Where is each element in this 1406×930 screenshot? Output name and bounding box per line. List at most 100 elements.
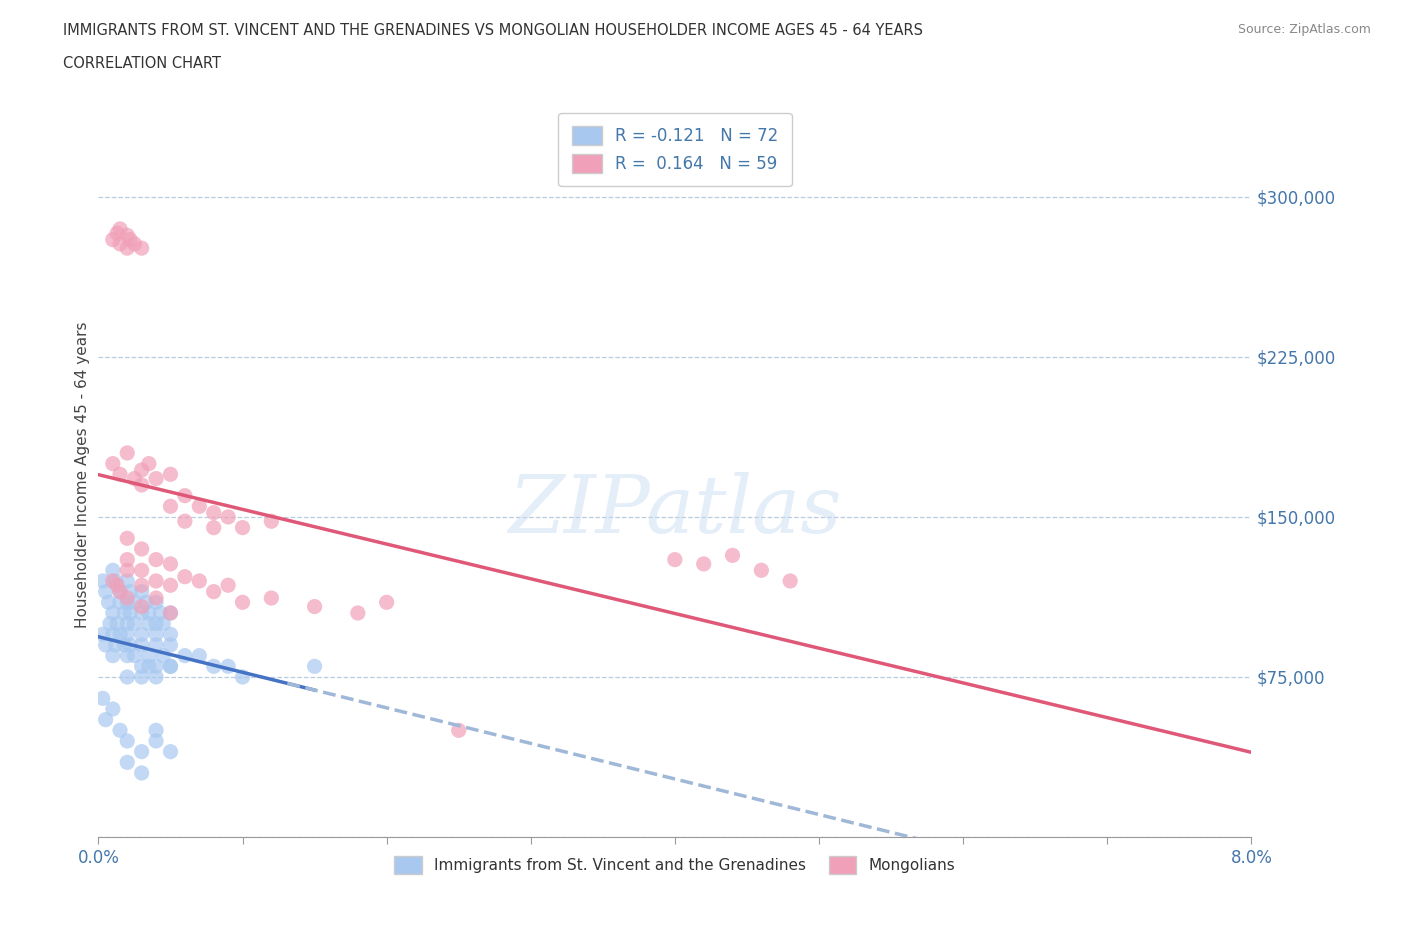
Point <box>117 445 139 460</box>
Point <box>117 563 139 578</box>
Point <box>131 241 153 256</box>
Point <box>101 563 124 578</box>
Point <box>131 744 153 759</box>
Point <box>721 548 744 563</box>
Point <box>188 648 211 663</box>
Point <box>104 574 127 589</box>
Point <box>447 723 470 737</box>
Y-axis label: Householder Income Ages 45 - 64 years: Householder Income Ages 45 - 64 years <box>75 321 90 628</box>
Point <box>145 627 167 642</box>
Point <box>124 236 146 251</box>
Point <box>131 584 153 599</box>
Point <box>97 595 120 610</box>
Point <box>101 701 124 716</box>
Point <box>664 552 686 567</box>
Point <box>188 574 211 589</box>
Point <box>101 627 124 642</box>
Point <box>159 556 181 571</box>
Point <box>138 617 160 631</box>
Point <box>112 605 135 620</box>
Point <box>108 221 131 236</box>
Point <box>101 648 124 663</box>
Point <box>108 584 131 599</box>
Point <box>304 599 326 614</box>
Point <box>202 584 225 599</box>
Text: IMMIGRANTS FROM ST. VINCENT AND THE GRENADINES VS MONGOLIAN HOUSEHOLDER INCOME A: IMMIGRANTS FROM ST. VINCENT AND THE GREN… <box>63 23 924 38</box>
Point <box>188 498 211 513</box>
Text: ZIPatlas: ZIPatlas <box>508 472 842 550</box>
Point <box>124 595 146 610</box>
Point <box>159 658 181 673</box>
Point <box>138 605 160 620</box>
Point <box>145 734 167 749</box>
Text: CORRELATION CHART: CORRELATION CHART <box>63 56 221 71</box>
Point <box>174 488 197 503</box>
Point <box>117 228 139 243</box>
Point <box>145 595 167 610</box>
Point <box>124 472 146 486</box>
Point <box>138 648 160 663</box>
Point <box>202 520 225 535</box>
Point <box>145 723 167 737</box>
Point <box>217 578 239 592</box>
Point <box>174 569 197 584</box>
Point <box>217 658 239 673</box>
Point <box>104 638 127 653</box>
Point <box>94 638 117 653</box>
Point <box>120 232 142 247</box>
Point <box>120 584 142 599</box>
Point <box>117 531 139 546</box>
Point <box>231 520 254 535</box>
Point <box>174 648 197 663</box>
Point <box>108 595 131 610</box>
Point <box>152 648 174 663</box>
Point <box>145 552 167 567</box>
Point <box>159 638 181 653</box>
Point <box>131 578 153 592</box>
Point <box>135 595 157 610</box>
Point <box>117 755 139 770</box>
Point <box>159 498 181 513</box>
Point <box>693 556 716 571</box>
Point <box>105 578 128 592</box>
Point <box>131 563 153 578</box>
Point <box>131 658 153 673</box>
Point <box>304 658 326 673</box>
Point <box>131 670 153 684</box>
Point <box>131 605 153 620</box>
Point <box>105 617 128 631</box>
Point <box>117 627 139 642</box>
Point <box>152 617 174 631</box>
Point <box>112 638 135 653</box>
Text: Source: ZipAtlas.com: Source: ZipAtlas.com <box>1237 23 1371 36</box>
Point <box>159 578 181 592</box>
Point <box>108 627 131 642</box>
Point <box>138 658 160 673</box>
Point <box>117 241 139 256</box>
Point <box>145 617 167 631</box>
Point <box>159 605 181 620</box>
Point <box>108 723 131 737</box>
Point <box>159 627 181 642</box>
Point <box>217 510 239 525</box>
Point <box>260 513 283 528</box>
Point <box>108 236 131 251</box>
Point <box>117 595 139 610</box>
Point <box>117 670 139 684</box>
Point <box>145 670 167 684</box>
Point <box>131 599 153 614</box>
Point <box>117 617 139 631</box>
Point <box>138 457 160 472</box>
Point <box>131 638 153 653</box>
Point <box>117 552 139 567</box>
Point <box>124 648 146 663</box>
Point <box>174 513 197 528</box>
Legend: Immigrants from St. Vincent and the Grenadines, Mongolians: Immigrants from St. Vincent and the Gren… <box>388 850 962 880</box>
Point <box>117 591 139 605</box>
Point <box>159 744 181 759</box>
Point <box>375 595 398 610</box>
Point <box>159 658 181 673</box>
Point <box>108 584 131 599</box>
Point <box>131 627 153 642</box>
Point <box>98 617 121 631</box>
